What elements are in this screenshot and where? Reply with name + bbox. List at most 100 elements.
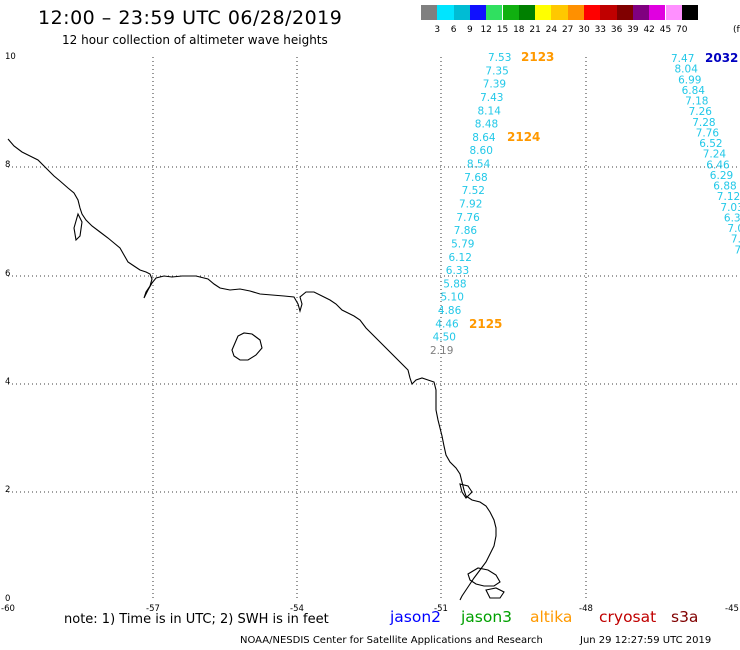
satellite-name-altika: altika bbox=[530, 608, 573, 626]
colorbar-swatch bbox=[600, 5, 617, 20]
wave-height-value: 6.33 bbox=[446, 265, 469, 277]
wave-height-value: 6.88 bbox=[713, 181, 736, 193]
colorbar-label: 27 bbox=[561, 25, 574, 35]
x-tick-label: -45 bbox=[725, 604, 739, 614]
colorbar-label: 30 bbox=[578, 25, 590, 35]
colorbar-swatch bbox=[535, 5, 552, 20]
time-label-2124: 2124 bbox=[507, 130, 540, 144]
wave-height-value: 5.79 bbox=[451, 239, 474, 251]
altimeter-track-b: 7.478.046.996.847.187.267.287.766.527.24… bbox=[671, 53, 740, 256]
colorbar-swatch bbox=[469, 5, 487, 20]
wave-height-value: 8.54 bbox=[467, 159, 491, 171]
colorbar-label: 3 bbox=[434, 25, 441, 35]
y-tick-label: 2 bbox=[5, 485, 10, 495]
wave-height-value: 4.46 bbox=[435, 318, 459, 330]
map-subtitle: 12 hour collection of altimeter wave hei… bbox=[62, 33, 328, 47]
colorbar-label: 70 bbox=[676, 25, 688, 35]
satellite-name-jason2: jason2 bbox=[390, 608, 442, 626]
wave-height-value: 8.04 bbox=[675, 64, 699, 76]
wave-height-value: 7.26 bbox=[689, 106, 713, 118]
x-tick-label: -54 bbox=[290, 604, 304, 614]
y-tick-label: 6 bbox=[5, 269, 10, 279]
wave-height-value: 4.86 bbox=[438, 305, 462, 317]
wave-height-value: 7.39 bbox=[483, 79, 506, 91]
wave-height-value: 8.64 bbox=[472, 132, 496, 144]
wave-height-value: 4.50 bbox=[433, 332, 456, 344]
wave-height-value: 6.46 bbox=[706, 159, 730, 171]
colorbar-swatch bbox=[551, 5, 568, 20]
island-marajo bbox=[467, 567, 501, 587]
wave-height-value: 7.76 bbox=[456, 212, 480, 224]
colorbar-label: 24 bbox=[545, 25, 558, 35]
generation-timestamp: Jun 29 12:27:59 UTC 2019 bbox=[580, 635, 712, 646]
colorbar-label: 9 bbox=[467, 25, 473, 35]
colorbar-swatch bbox=[421, 5, 438, 20]
time-label-2125: 2125 bbox=[469, 317, 502, 331]
colorbar-swatch bbox=[632, 5, 650, 20]
wave-height-value: 2.19 bbox=[430, 345, 453, 357]
colorbar-label: 45 bbox=[659, 25, 672, 35]
time-label-2123: 2123 bbox=[521, 50, 554, 64]
colorbar-label: 15 bbox=[496, 25, 509, 35]
wave-height-value: 8.48 bbox=[475, 119, 498, 131]
colorbar-swatch bbox=[649, 5, 666, 20]
wave-height-value: 6.52 bbox=[699, 138, 722, 150]
wave-height-value: 6.84 bbox=[682, 85, 706, 97]
colorbar-label: 33 bbox=[594, 25, 607, 35]
wave-height-value: 7.28 bbox=[692, 117, 715, 129]
colorbar-swatch bbox=[486, 5, 503, 20]
wave-height-value: 7.68 bbox=[464, 172, 487, 184]
satellite-name-s3a: s3a bbox=[671, 608, 699, 626]
wave-height-value: 7.03 bbox=[720, 202, 740, 214]
x-tick-label: -57 bbox=[146, 604, 160, 614]
footer-note: note: 1) Time is in UTC; 2) SWH is in fe… bbox=[64, 612, 329, 627]
wave-height-value: 7.86 bbox=[454, 225, 478, 237]
y-tick-label: 10 bbox=[5, 52, 16, 62]
colorbar-swatch bbox=[616, 5, 633, 20]
satellite-name-jason3: jason3 bbox=[461, 608, 513, 626]
wave-height-value: 7.12 bbox=[717, 191, 740, 203]
wave-height-value: 8.14 bbox=[478, 105, 502, 117]
altimeter-track-a: 7.537.35 7.397.438.14 8.488.648.60 8.547.68… bbox=[430, 52, 511, 357]
river-mouth bbox=[73, 212, 83, 242]
wave-height-value: 7.52 bbox=[462, 185, 485, 197]
colorbar-label: 12 bbox=[480, 25, 492, 35]
colorbar-label: 36 bbox=[610, 25, 623, 35]
wave-height-value: 5.10 bbox=[441, 292, 464, 304]
wave-height-value: 7.47 bbox=[671, 53, 694, 65]
y-tick-label: 0 bbox=[5, 594, 10, 604]
y-axis-ticks: 0 2 4 6 8 10 bbox=[5, 52, 16, 604]
colorbar-swatch bbox=[681, 5, 699, 20]
colorbar-swatch bbox=[584, 5, 601, 20]
colorbar-label: 18 bbox=[513, 25, 525, 35]
grid-lines bbox=[8, 57, 740, 600]
colorbar-swatch bbox=[453, 5, 470, 20]
colorbar-swatch bbox=[437, 5, 454, 20]
island-lake bbox=[231, 332, 263, 361]
wave-height-value: 6.3 bbox=[724, 213, 740, 225]
wave-height-value: 7.43 bbox=[480, 92, 503, 104]
wave-height-value: 6.29 bbox=[710, 170, 733, 182]
colorbar-swatch bbox=[518, 5, 536, 20]
wave-height-value: 7.18 bbox=[685, 96, 708, 108]
wave-height-value: 7.92 bbox=[459, 199, 482, 211]
wave-height-value: 8.60 bbox=[470, 145, 493, 157]
wave-height-value: 6.12 bbox=[449, 252, 472, 264]
satellite-name-cryosat: cryosat bbox=[599, 608, 657, 626]
y-tick-label: 8 bbox=[5, 160, 10, 170]
time-label-2032: 2032 bbox=[705, 51, 738, 65]
wave-height-value: 7.76 bbox=[696, 127, 720, 139]
coastline-main bbox=[7, 138, 497, 601]
island-marajo-east bbox=[485, 587, 505, 599]
wave-height-value: 7.35 bbox=[485, 65, 508, 77]
credit-line: NOAA/NESDIS Center for Satellite Applica… bbox=[240, 635, 543, 646]
map-title: 12:00 – 23:59 UTC 06/28/2019 bbox=[38, 7, 343, 29]
wave-height-value: 7.0 bbox=[727, 223, 740, 235]
x-axis-ticks: -60 -57 -54 -51 -48 -45 bbox=[1, 604, 739, 614]
colorbar-label: 6 bbox=[450, 25, 457, 35]
colorbar-label: 42 bbox=[643, 25, 655, 35]
colorbar-unit: (ft) bbox=[733, 25, 740, 35]
wave-height-value: 6.99 bbox=[678, 74, 701, 86]
coastline bbox=[7, 138, 505, 601]
